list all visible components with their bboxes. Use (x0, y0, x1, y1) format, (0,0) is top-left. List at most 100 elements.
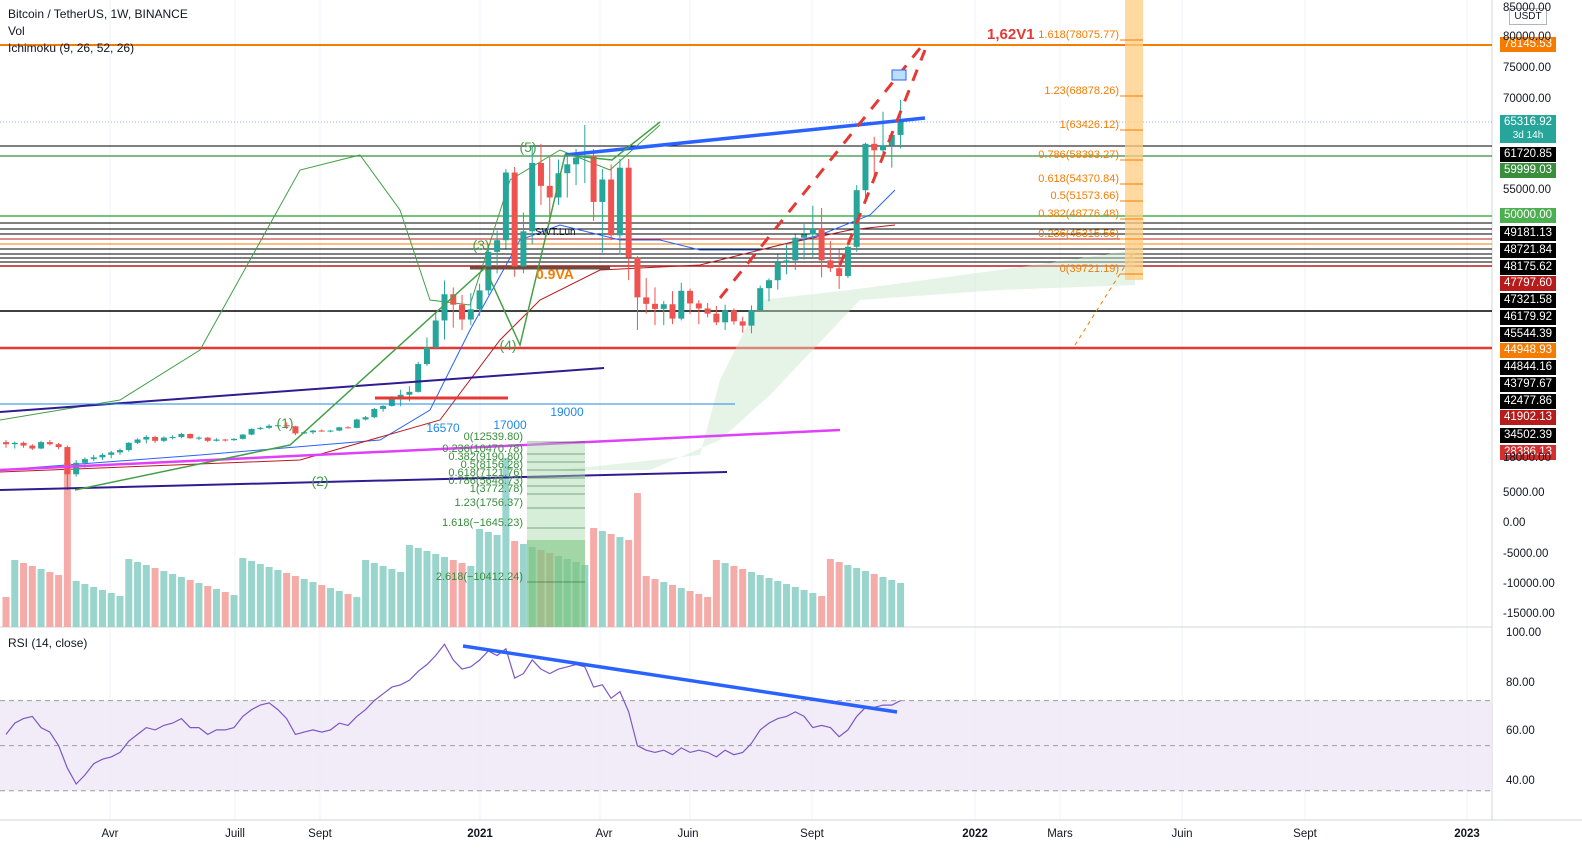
candle-body (11, 442, 18, 445)
price-tag: 48175.62 (1500, 260, 1556, 275)
candle-body (388, 398, 395, 406)
candle-body (187, 433, 194, 439)
rsi-axis-label: 80.00 (1506, 677, 1535, 689)
volume-bar (519, 544, 527, 627)
candle-body (546, 185, 553, 198)
candle-body (90, 457, 97, 460)
volume-bar (563, 559, 571, 627)
volume-bar (239, 558, 247, 627)
volume-bar (98, 590, 106, 627)
elliott-wave-label: (4) (499, 337, 516, 353)
level-price-label: 17000 (493, 418, 527, 432)
price-tag-countdown: 3d 14h (1512, 130, 1544, 141)
volume-bar (704, 597, 712, 627)
volume-bar (721, 563, 729, 627)
fib-orange-label: 0(39721.19) (1060, 263, 1119, 275)
volume-bar (125, 559, 133, 627)
target-label: 1,62V1 (987, 26, 1035, 43)
candle-body (134, 439, 141, 443)
candle-body (239, 434, 246, 439)
candle-body (73, 462, 80, 475)
candle-body (99, 454, 106, 458)
candle-body (292, 426, 299, 434)
volume-bar (248, 561, 256, 627)
fib-orange-label: 0.236(45315.56) (1038, 228, 1119, 240)
candle-body (406, 391, 413, 395)
volume-bar (151, 568, 159, 627)
channel-line-upper (0, 367, 605, 413)
volume-bar (730, 566, 738, 627)
volume-bar (11, 560, 19, 627)
poc-label: 0.9VA (536, 266, 574, 282)
volume-bar (353, 597, 361, 627)
rsi-indicator-label[interactable]: RSI (14, close) (8, 636, 88, 650)
fib-green-label: 0.5(8156.28) (461, 459, 523, 471)
volume-bar (555, 556, 563, 627)
candle-body (836, 268, 843, 277)
candle-body (485, 251, 492, 291)
rsi-band (0, 700, 1492, 791)
fib-orange-label: 0.786(58393.27) (1038, 149, 1119, 161)
volume-bar (835, 562, 843, 627)
candle-body (362, 417, 369, 420)
candle-body (459, 304, 466, 320)
elliott-wave-label: (5) (519, 139, 536, 155)
candle-body (511, 172, 518, 269)
candle-body (117, 450, 124, 453)
volume-bar (809, 593, 817, 627)
flag-icon (891, 69, 907, 81)
volume-indicator-label[interactable]: Vol (8, 24, 25, 38)
volume-bar (362, 560, 370, 627)
value-area-label: SWT.Lun (535, 227, 576, 238)
price-axis-label: 70000.00 (1503, 93, 1551, 105)
volume-bar (186, 580, 194, 627)
candle-body (792, 237, 799, 261)
kijun-sen-line (0, 224, 896, 473)
candle-body (748, 310, 755, 326)
price-tag: 47797.60 (1500, 276, 1556, 291)
candle-body (564, 164, 571, 174)
price-tag: 61720.85 (1500, 147, 1556, 162)
candle-body (55, 444, 62, 448)
time-axis-label: 2023 (1454, 828, 1480, 840)
volume-bar (423, 551, 431, 627)
fib-green-label: 0.382(9190.80) (448, 451, 523, 463)
candle-body (3, 442, 9, 445)
candle-body (774, 262, 781, 281)
volume-bar (484, 532, 492, 627)
volume-bar (63, 463, 71, 627)
volume-bar (607, 534, 615, 627)
symbol-title[interactable]: Bitcoin / TetherUS, 1W, BINANCE (8, 7, 188, 21)
volume-bar (283, 573, 291, 627)
candle-body (195, 437, 202, 439)
volume-bar (195, 583, 203, 627)
currency-unit-label[interactable]: USDT (1509, 8, 1547, 25)
candle-body (599, 179, 606, 202)
fib-orange-label: 0.5(51573.66) (1051, 190, 1120, 202)
candle-body (415, 364, 422, 392)
price-tag: 44844.16 (1500, 360, 1556, 375)
volume-bar (134, 562, 142, 627)
volume-bar (414, 548, 422, 627)
volume-bar (441, 557, 448, 627)
volume-bar (765, 578, 773, 627)
level-price-label: 16570 (426, 421, 460, 435)
candle-body (204, 437, 211, 441)
candle-body (371, 408, 378, 418)
price-tag: 42477.86 (1500, 394, 1556, 409)
fib-green-label: 0.236(10470.78) (442, 443, 523, 455)
volume-bar (397, 572, 405, 627)
time-axis-label: Juin (1171, 828, 1193, 840)
dashed-channel-upper (718, 41, 927, 299)
level-price-label: 19000 (550, 405, 584, 419)
volume-bar (598, 531, 606, 627)
candle-body (897, 121, 904, 135)
candle-body (809, 228, 816, 235)
volume-bar (493, 535, 501, 627)
ichimoku-indicator-label[interactable]: Ichimoku (9, 26, 52, 26) (8, 41, 135, 55)
candle-body (625, 167, 632, 258)
volume-bar (169, 574, 177, 627)
candle-body (64, 447, 71, 475)
fib-green-label: 1(3772.78) (470, 483, 523, 495)
candle-body (801, 234, 808, 238)
